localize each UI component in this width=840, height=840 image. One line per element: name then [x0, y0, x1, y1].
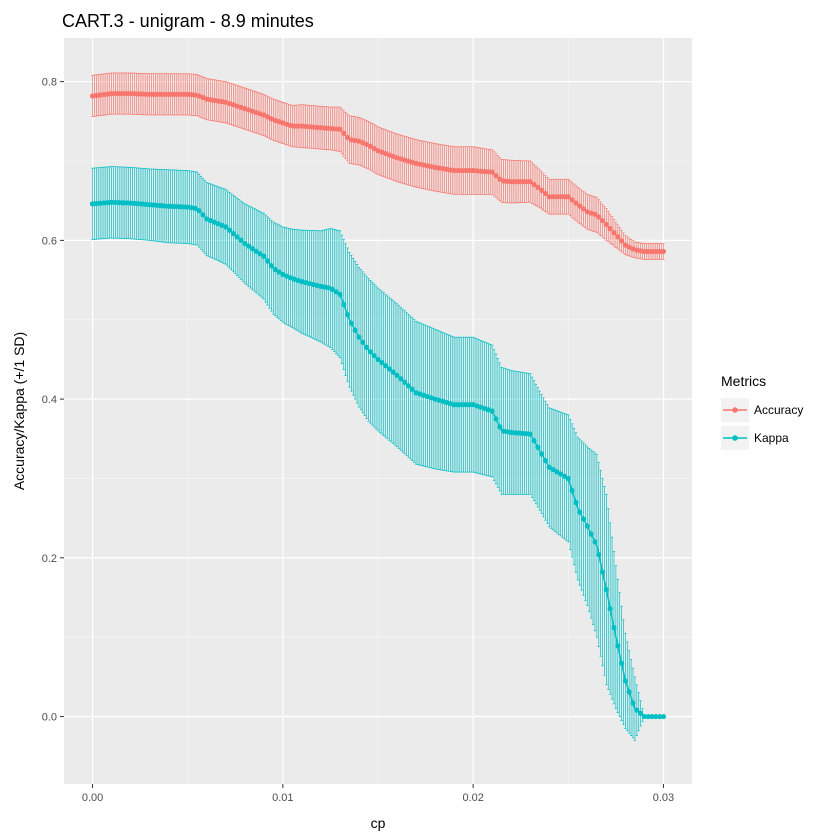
data-point	[660, 713, 667, 720]
x-axis-ticks: 0.00 0.01 0.02 0.03	[82, 784, 674, 804]
legend-label: Kappa	[754, 431, 789, 445]
legend: Metrics Accuracy Kappa	[721, 373, 803, 450]
legend-item-kappa: Kappa	[721, 426, 789, 450]
line-kappa	[92, 201, 664, 718]
y-axis-ticks: 0.0 0.2 0.4 0.6 0.8	[42, 77, 64, 724]
legend-point	[732, 435, 738, 441]
data-point	[89, 201, 96, 207]
series-accuracy	[89, 72, 667, 260]
x-tick-label: 0.01	[272, 792, 293, 804]
chart-title: CART.3 - unigram - 8.9 minutes	[62, 11, 314, 31]
data-point	[89, 93, 96, 99]
y-tick-label: 0.8	[42, 77, 57, 89]
legend-label: Accuracy	[754, 403, 803, 417]
y-axis-title: Accuracy/Kappa (+/1 SD)	[11, 332, 27, 490]
y-tick-label: 0.6	[42, 235, 57, 247]
y-tick-label: 0.4	[42, 394, 57, 406]
legend-point	[732, 407, 738, 413]
line-accuracy	[92, 92, 664, 253]
legend-title: Metrics	[721, 373, 766, 389]
y-tick-label: 0.0	[42, 712, 57, 724]
y-tick-label: 0.2	[42, 553, 57, 565]
series-kappa	[89, 166, 667, 741]
x-axis-title: cp	[371, 815, 386, 831]
x-tick-label: 0.03	[653, 792, 674, 804]
x-tick-label: 0.02	[462, 792, 483, 804]
series-layer	[89, 72, 667, 741]
data-point	[660, 248, 667, 255]
x-tick-label: 0.00	[82, 792, 103, 804]
legend-item-accuracy: Accuracy	[721, 398, 803, 422]
